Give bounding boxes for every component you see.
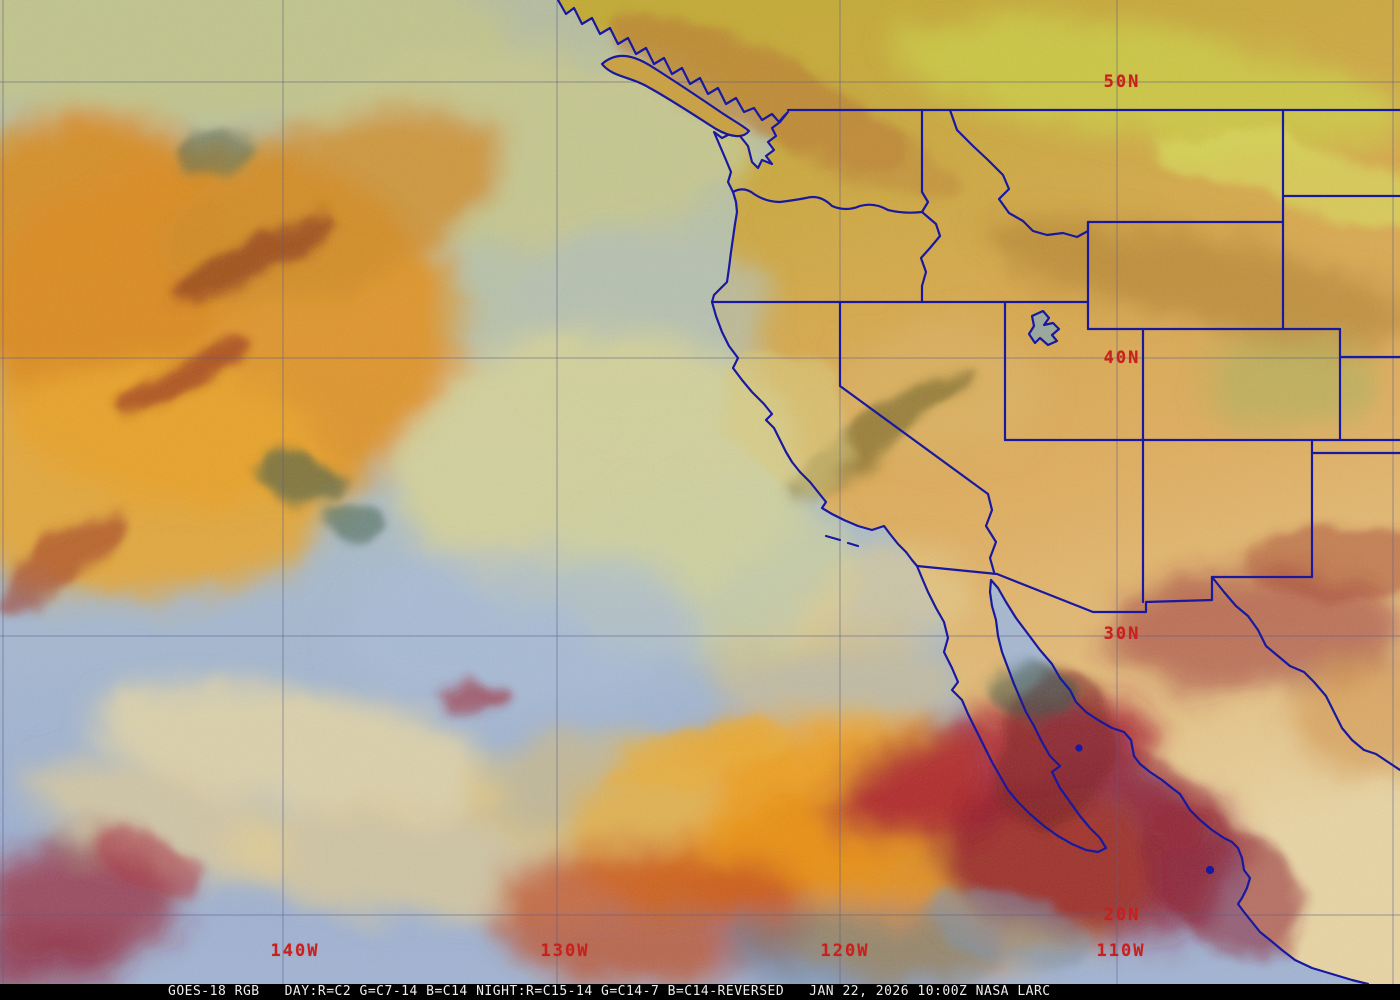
channel-islands <box>824 534 860 548</box>
lat-label-50n: 50N <box>1103 72 1141 92</box>
ca-nv-border <box>838 300 998 574</box>
lat-label-40n: 40N <box>1103 348 1141 368</box>
rio-grande <box>1210 575 1400 772</box>
islas-marias <box>1205 865 1215 875</box>
state-boundaries <box>556 0 1400 984</box>
status-bar: GOES-18 RGB DAY:R=C2 G=C7-14 B=C14 NIGHT… <box>0 984 1400 1000</box>
vancouver-island <box>600 54 751 138</box>
lon-label-130w: 130W <box>540 941 590 961</box>
lat-label-20n: 20N <box>1103 905 1141 925</box>
lon-label-110w: 110W <box>1096 941 1146 961</box>
wa-or-border <box>731 188 924 214</box>
lon-label-120w: 120W <box>820 941 870 961</box>
lon-label-140w: 140W <box>270 941 320 961</box>
id-mt-border <box>948 108 1090 239</box>
or-id-border <box>919 210 942 304</box>
us-mexico-border <box>915 564 1214 614</box>
wa-id-border <box>920 108 930 214</box>
gulf-island <box>1075 744 1083 752</box>
great-salt-lake <box>1027 309 1061 347</box>
coastline <box>556 0 1370 984</box>
caption-text: GOES-18 RGB DAY:R=C2 G=C7-14 B=C14 NIGHT… <box>168 984 1051 999</box>
lat-label-30n: 30N <box>1103 624 1141 644</box>
